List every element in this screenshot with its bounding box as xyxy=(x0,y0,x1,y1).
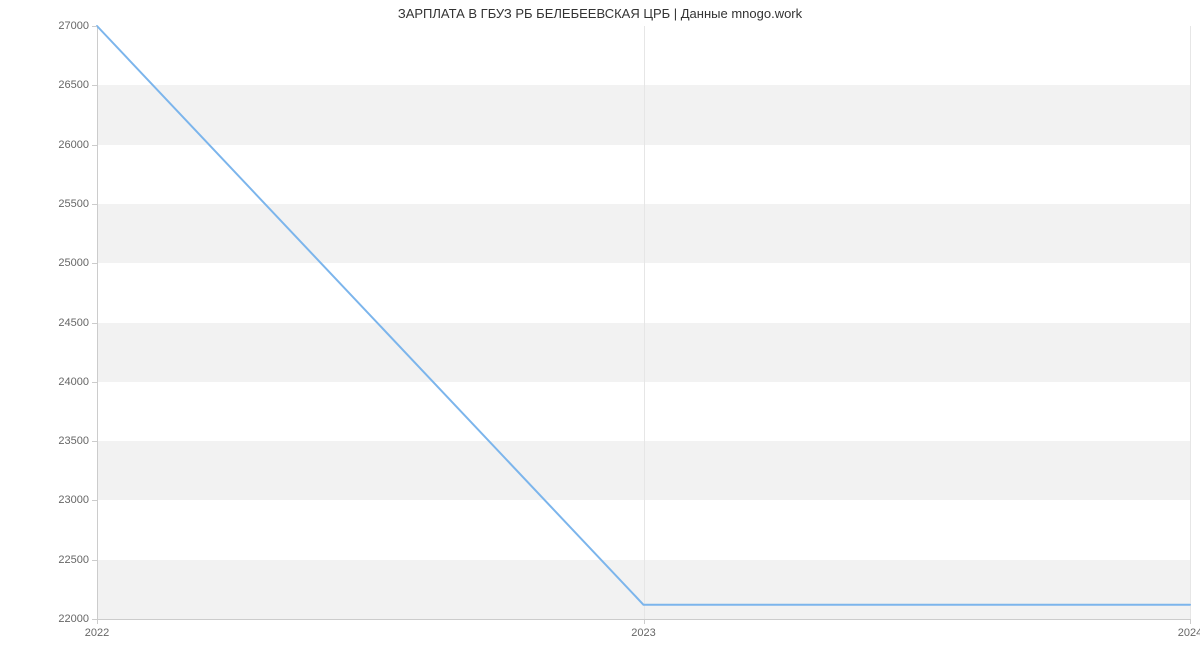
plot-area: 2200022500230002350024000245002500025500… xyxy=(97,26,1190,619)
x-tick-mark xyxy=(644,619,645,624)
y-tick-mark xyxy=(92,560,97,561)
salary-line-chart: ЗАРПЛАТА В ГБУЗ РБ БЕЛЕБЕЕВСКАЯ ЦРБ | Да… xyxy=(0,0,1200,650)
y-tick-mark xyxy=(92,500,97,501)
y-tick-mark xyxy=(92,204,97,205)
y-tick-mark xyxy=(92,323,97,324)
x-tick-label: 2024 xyxy=(1178,619,1200,639)
series-line-salary xyxy=(97,26,1190,605)
y-tick-mark xyxy=(92,145,97,146)
chart-title: ЗАРПЛАТА В ГБУЗ РБ БЕЛЕБЕЕВСКАЯ ЦРБ | Да… xyxy=(0,6,1200,21)
y-tick-mark xyxy=(92,382,97,383)
x-tick-mark xyxy=(97,619,98,624)
y-tick-mark xyxy=(92,26,97,27)
x-tick-mark xyxy=(1190,619,1191,624)
y-tick-mark xyxy=(92,441,97,442)
y-tick-mark xyxy=(92,263,97,264)
x-gridline xyxy=(1190,26,1191,619)
line-layer xyxy=(97,26,1190,619)
y-tick-mark xyxy=(92,85,97,86)
